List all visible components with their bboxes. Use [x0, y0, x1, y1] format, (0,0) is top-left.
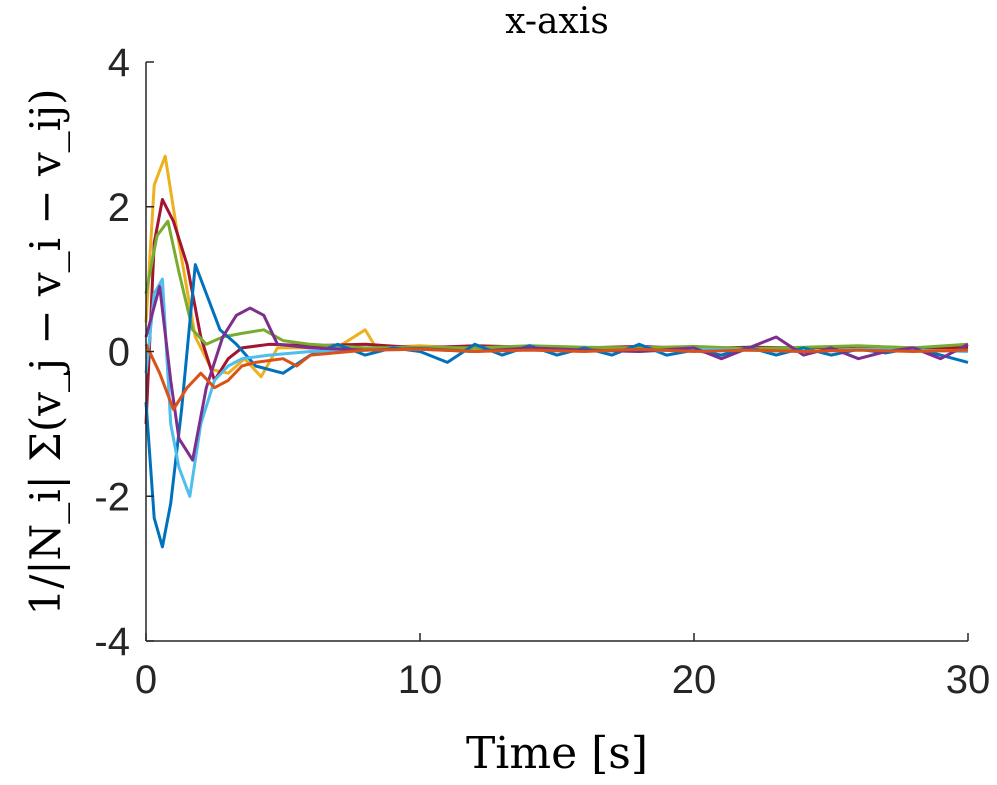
x-tick-label: 10 [398, 658, 443, 702]
y-tick-label: 4 [108, 41, 130, 85]
y-tick-label: -4 [94, 620, 130, 664]
x-axis-label: Time [s] [466, 728, 648, 779]
series-line-2 [144, 198, 969, 424]
y-tick-label: 0 [108, 331, 130, 375]
series-line-5 [144, 277, 969, 498]
x-tick-label: 20 [672, 658, 717, 702]
series-line-3 [144, 219, 969, 351]
chart-title: x-axis [505, 1, 609, 42]
x-tick-label: 0 [135, 658, 157, 702]
series-line-7 [144, 343, 969, 411]
series-line-4 [144, 263, 969, 549]
y-tick-label: 2 [108, 186, 130, 230]
y-axis-label: 1/|N_i| Σ(v_j − v_i − v_ij) [21, 88, 70, 615]
axes [145, 61, 969, 642]
series-line-6 [144, 284, 969, 462]
y-tick-label: -2 [94, 475, 130, 519]
x-tick-label: 30 [946, 658, 991, 702]
series-layer [144, 154, 969, 549]
